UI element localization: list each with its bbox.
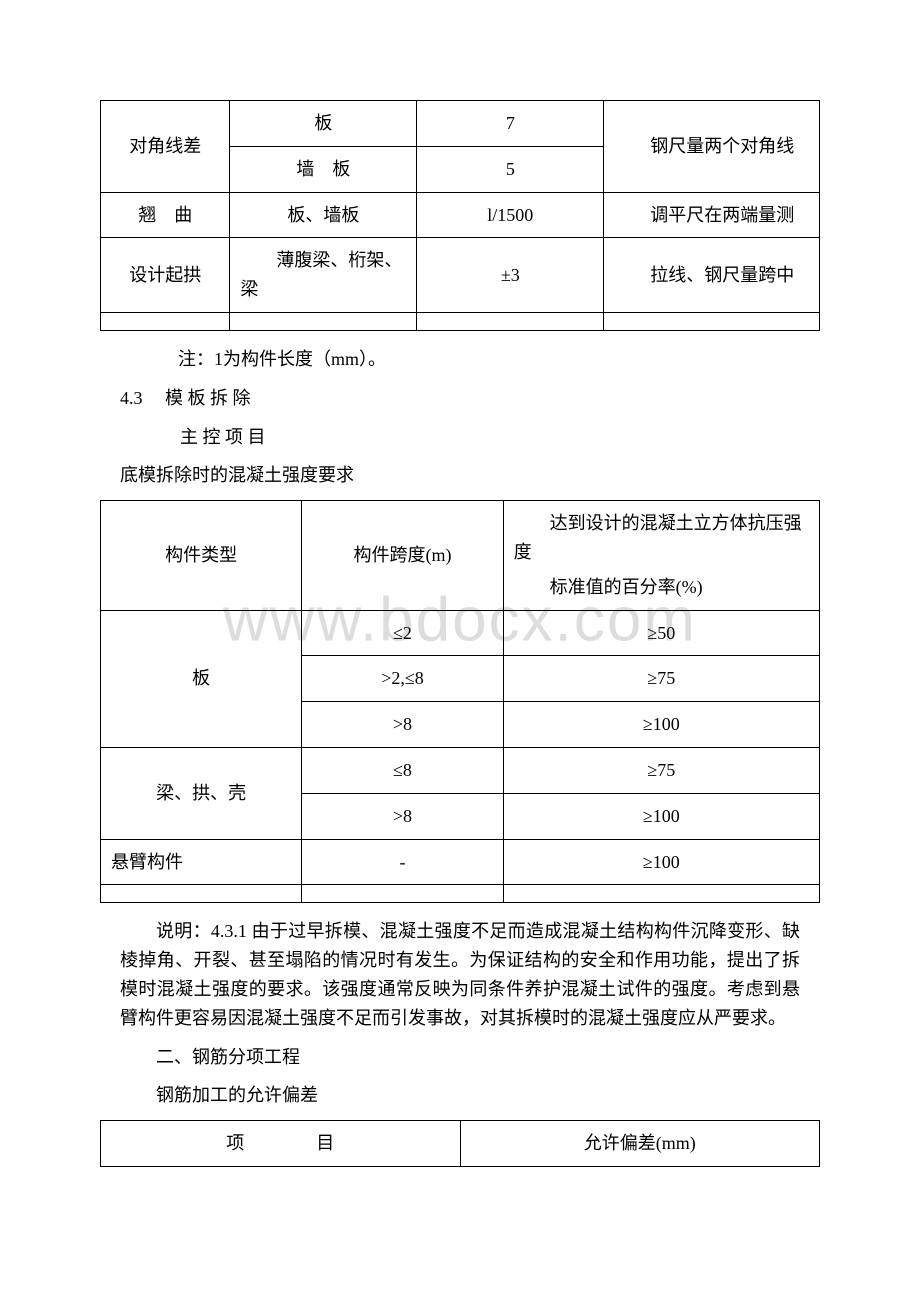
cell: 板、墙板 xyxy=(230,192,417,238)
cell: 悬臂构件 xyxy=(101,839,302,885)
cell xyxy=(101,885,302,903)
cell: >8 xyxy=(302,793,503,839)
table-row: 翘 曲 板、墙板 l/1500 调平尺在两端量测 xyxy=(101,192,820,238)
cell: 墙 板 xyxy=(230,146,417,192)
section-2-sub: 钢筋加工的允许偏差 xyxy=(120,1081,820,1110)
section-2-title: 二、钢筋分项工程 xyxy=(120,1043,820,1072)
cell: ≥75 xyxy=(503,747,819,793)
cell: 调平尺在两端量测 xyxy=(604,192,820,238)
table-row: 项 目 允许偏差(mm) xyxy=(101,1121,820,1167)
table-row-empty xyxy=(101,312,820,330)
cell: >2,≤8 xyxy=(302,656,503,702)
table-deviation: 对角线差 板 7 钢尺量两个对角线 墙 板 5 翘 曲 板、墙板 l/1500 … xyxy=(100,100,820,331)
cell: ≥100 xyxy=(503,793,819,839)
cell: ≥50 xyxy=(503,610,819,656)
cell-header: 达到设计的混凝土立方体抗压强度 标准值的百分率(%) xyxy=(503,501,819,610)
document-body: 对角线差 板 7 钢尺量两个对角线 墙 板 5 翘 曲 板、墙板 l/1500 … xyxy=(100,100,820,1167)
cell xyxy=(503,885,819,903)
cell: 梁、拱、壳 xyxy=(101,747,302,839)
cell: ≥100 xyxy=(503,702,819,748)
note-text: 注：1为构件长度（mm）。 xyxy=(142,345,820,374)
cell-header: 构件跨度(m) xyxy=(302,501,503,610)
cell: 7 xyxy=(417,101,604,147)
section-4-3-title: 4.3 模 板 拆 除 xyxy=(120,384,820,413)
table-row: 对角线差 板 7 钢尺量两个对角线 xyxy=(101,101,820,147)
cell: >8 xyxy=(302,702,503,748)
cell: l/1500 xyxy=(417,192,604,238)
cell xyxy=(604,312,820,330)
cell xyxy=(417,312,604,330)
cell: 设计起拱 xyxy=(101,238,230,313)
table-row: 悬臂构件 - ≥100 xyxy=(101,839,820,885)
cell: 板 xyxy=(101,610,302,747)
cell xyxy=(302,885,503,903)
cell: ≥100 xyxy=(503,839,819,885)
requirement-heading: 底模拆除时的混凝土强度要求 xyxy=(120,461,820,490)
table-row: 构件类型 构件跨度(m) 达到设计的混凝土立方体抗压强度 标准值的百分率(%) xyxy=(101,501,820,610)
sub-heading: 主 控 项 目 xyxy=(180,423,820,452)
cell: - xyxy=(302,839,503,885)
table-row-empty xyxy=(101,885,820,903)
cell: 拉线、钢尺量跨中 xyxy=(604,238,820,313)
table-rebar: 项 目 允许偏差(mm) xyxy=(100,1120,820,1167)
cell: 钢尺量两个对角线 xyxy=(604,101,820,193)
cell xyxy=(101,312,230,330)
cell: 板 xyxy=(230,101,417,147)
cell: ≥75 xyxy=(503,656,819,702)
cell: 翘 曲 xyxy=(101,192,230,238)
header-line1: 达到设计的混凝土立方体抗压强度 xyxy=(514,509,809,567)
cell: ±3 xyxy=(417,238,604,313)
cell: 薄腹梁、桁架、梁 xyxy=(230,238,417,313)
cell-header: 构件类型 xyxy=(101,501,302,610)
table-row: 梁、拱、壳 ≤8 ≥75 xyxy=(101,747,820,793)
table-row: 板 ≤2 ≥50 xyxy=(101,610,820,656)
cell xyxy=(230,312,417,330)
cell-header: 允许偏差(mm) xyxy=(460,1121,820,1167)
header-line2: 标准值的百分率(%) xyxy=(514,573,809,602)
cell: 5 xyxy=(417,146,604,192)
cell-diag: 对角线差 xyxy=(101,101,230,193)
cell: ≤8 xyxy=(302,747,503,793)
cell: ≤2 xyxy=(302,610,503,656)
table-row: 设计起拱 薄腹梁、桁架、梁 ±3 拉线、钢尺量跨中 xyxy=(101,238,820,313)
explanation-text: 说明：4.3.1 由于过早拆模、混凝土强度不足而造成混凝土结构构件沉降变形、缺棱… xyxy=(120,917,800,1032)
cell-header: 项 目 xyxy=(101,1121,461,1167)
table-strength: 构件类型 构件跨度(m) 达到设计的混凝土立方体抗压强度 标准值的百分率(%) … xyxy=(100,500,820,903)
